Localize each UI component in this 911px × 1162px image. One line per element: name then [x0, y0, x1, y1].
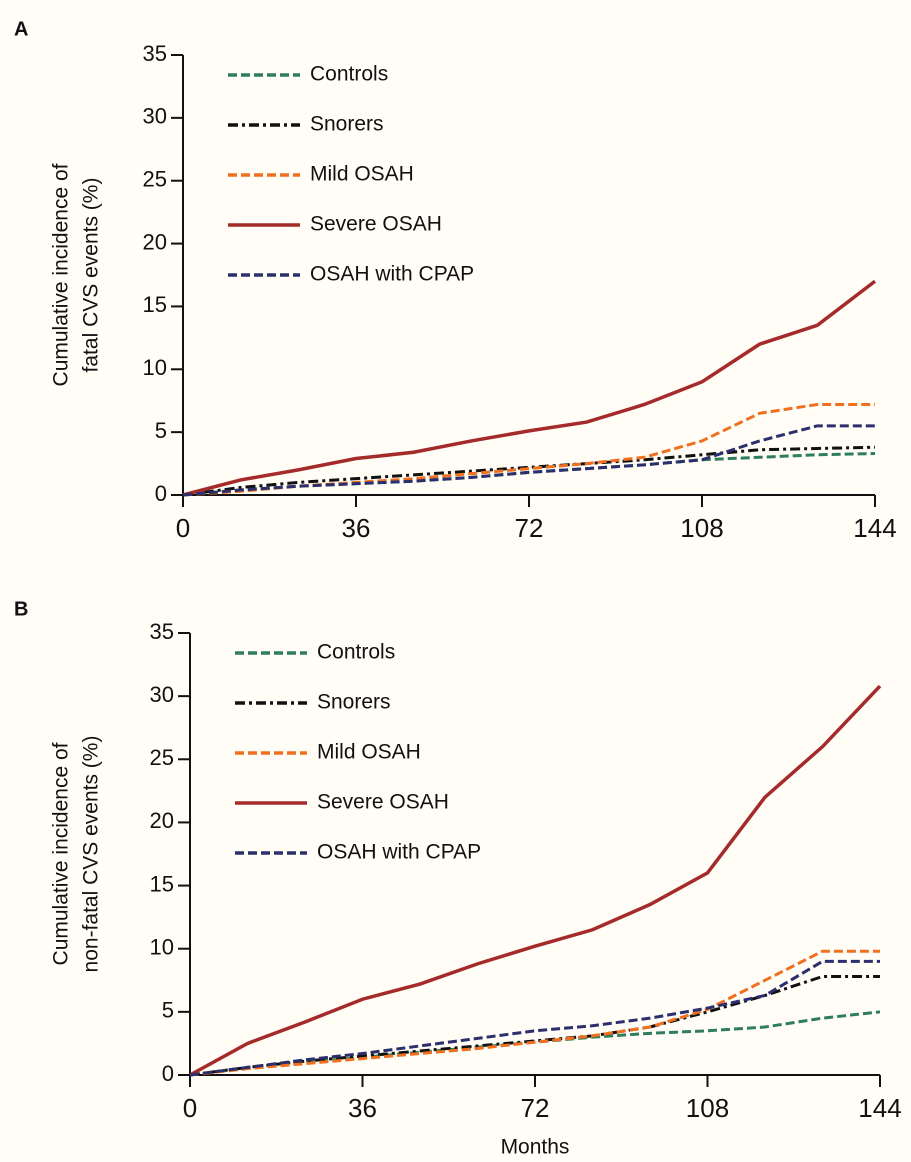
x-tick-label: 36	[348, 1093, 377, 1123]
legend-label: Mild OSAH	[317, 741, 421, 764]
legend-label: Controls	[310, 63, 388, 86]
y-tick-label: 10	[150, 935, 174, 960]
x-tick-label: 36	[342, 513, 371, 543]
x-tick-label: 0	[176, 513, 190, 543]
legend-label: Controls	[317, 641, 395, 664]
y-axis-label: Cumulative incidence of	[50, 163, 73, 386]
y-tick-label: 30	[143, 104, 167, 129]
y-tick-label: 15	[150, 871, 174, 896]
x-axis-label: Months	[501, 1136, 570, 1159]
y-tick-label: 30	[150, 682, 174, 707]
series-line	[189, 959, 880, 1077]
legend-label: Mild OSAH	[310, 163, 414, 186]
y-tick-label: 35	[150, 619, 174, 644]
y-tick-label: 0	[162, 1061, 174, 1086]
series-line	[182, 279, 877, 497]
x-tick-label: 144	[853, 513, 896, 543]
series-line	[182, 424, 875, 497]
y-tick-label: 0	[155, 481, 167, 506]
x-tick-label: 108	[680, 513, 723, 543]
y-tick-label: 35	[143, 41, 167, 66]
panel-label: A	[14, 18, 28, 40]
x-tick-label: 108	[686, 1093, 729, 1123]
legend-label: Snorers	[310, 113, 384, 136]
y-tick-label: 5	[162, 998, 174, 1023]
y-tick-label: 10	[143, 355, 167, 380]
legend-label: OSAH with CPAP	[310, 263, 474, 286]
x-tick-label: 72	[521, 1093, 550, 1123]
y-tick-label: 25	[150, 745, 174, 770]
y-axis-label: Cumulative incidence of	[50, 742, 73, 965]
y-tick-label: 25	[143, 167, 167, 192]
y-axis-label: fatal CVS events (%)	[80, 178, 103, 373]
x-tick-label: 0	[183, 1093, 197, 1123]
series-line	[182, 402, 875, 497]
series-line	[189, 684, 882, 1077]
series-line	[182, 452, 876, 497]
y-tick-label: 20	[143, 229, 167, 254]
y-tick-label: 5	[155, 418, 167, 443]
y-tick-label: 20	[150, 808, 174, 833]
x-tick-label: 144	[858, 1093, 901, 1123]
series-line	[189, 949, 880, 1077]
legend-label: Severe OSAH	[317, 791, 449, 814]
legend-label: Severe OSAH	[310, 213, 442, 236]
panel-label: B	[14, 598, 28, 620]
x-tick-label: 72	[515, 513, 544, 543]
y-axis-label: non-fatal CVS events (%)	[80, 736, 103, 973]
legend-label: OSAH with CPAP	[317, 841, 481, 864]
y-tick-label: 15	[143, 292, 167, 317]
legend-label: Snorers	[317, 691, 391, 714]
